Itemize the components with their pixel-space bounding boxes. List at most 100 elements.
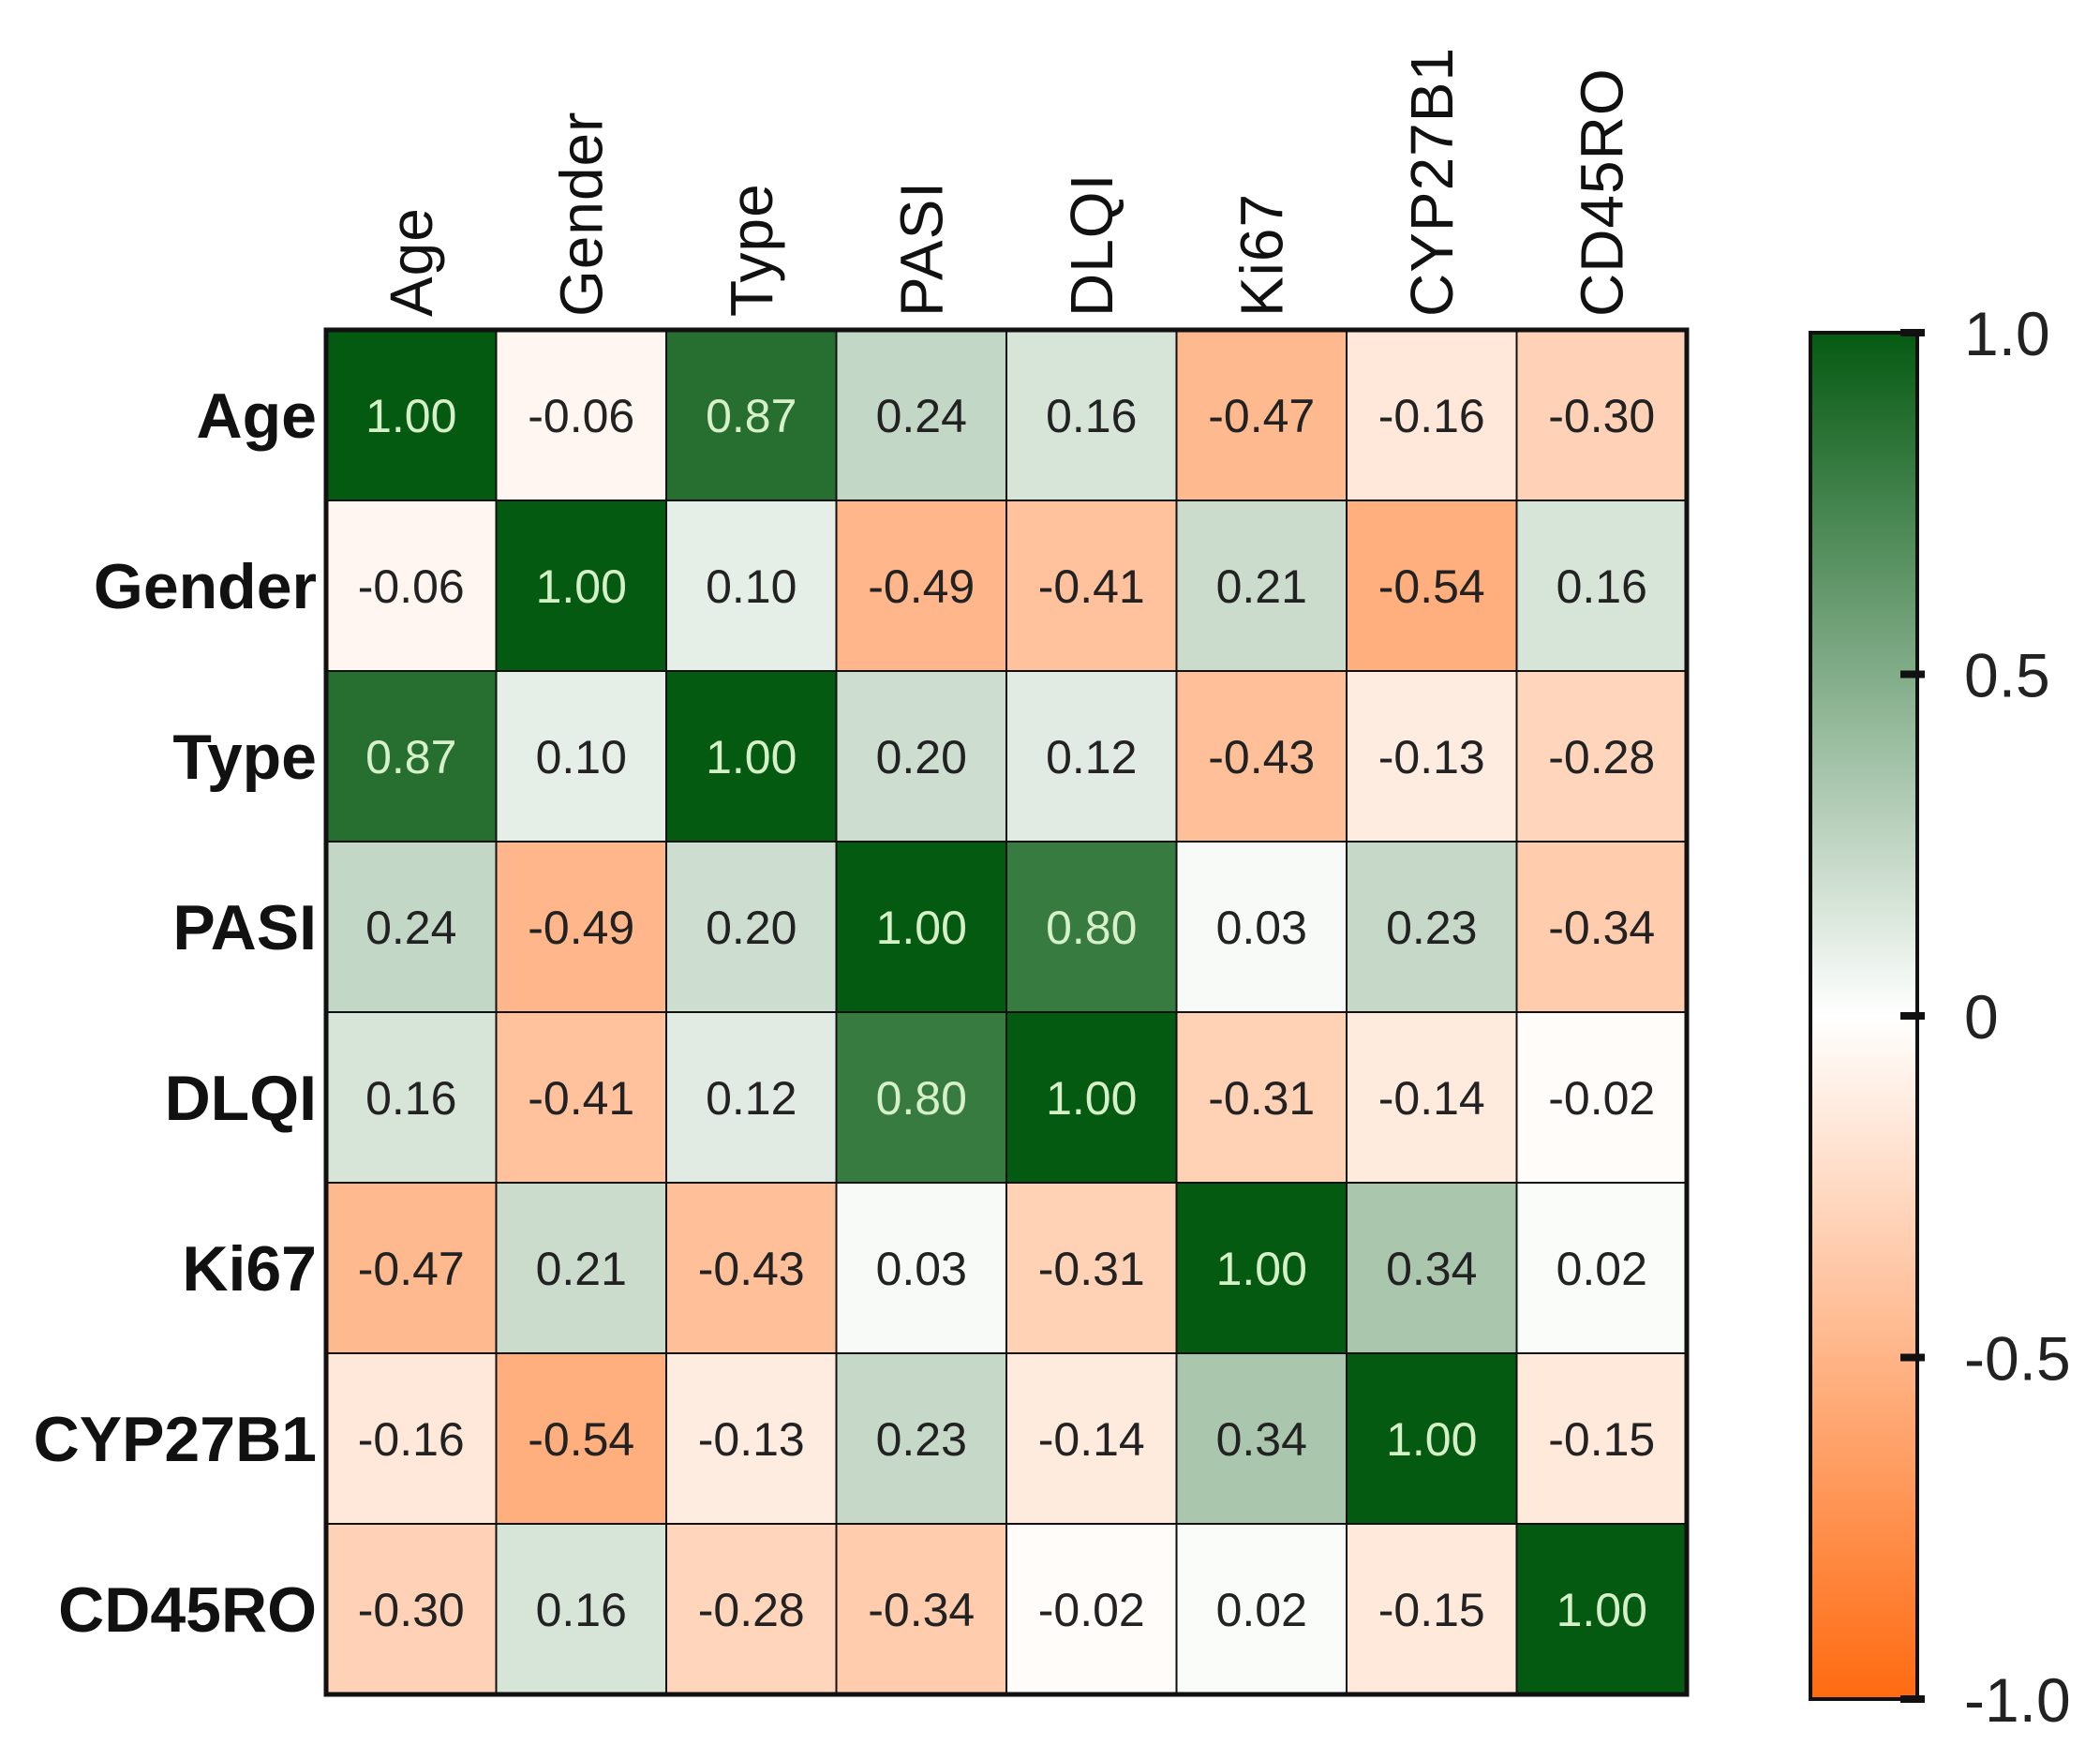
- cell-value-label: 0.10: [706, 560, 797, 613]
- cell-value-label: -0.06: [528, 390, 634, 442]
- cell-value-label: 0.21: [536, 1243, 627, 1295]
- row-label-pasi: PASI: [172, 892, 317, 963]
- cell-pasi-pasi: [835, 841, 1007, 1013]
- cell-value-label: -0.28: [698, 1584, 805, 1636]
- heatmap-cell: -0.30: [1515, 329, 1688, 501]
- cell-value-label: 1.00: [1046, 1072, 1137, 1125]
- cell-value-label: -0.47: [358, 1243, 465, 1295]
- cell-value-label: -0.15: [1378, 1584, 1485, 1636]
- cell-pasi-dlqi: [1005, 841, 1178, 1013]
- heatmap-cell: -0.41: [495, 1011, 667, 1184]
- cell-gender-cd45ro: [1515, 500, 1688, 672]
- heatmap-cell: 0.34: [1175, 1352, 1348, 1525]
- heatmap-cell: 0.23: [835, 1352, 1007, 1525]
- cell-value-label: 1.00: [365, 390, 456, 442]
- cell-value-label: 1.00: [536, 560, 627, 613]
- heatmap-cell: 0.24: [325, 841, 498, 1013]
- cell-cyp27b1-cd45ro: [1515, 1352, 1688, 1525]
- heatmap-cell: 0.12: [665, 1011, 838, 1184]
- cell-value-label: -0.54: [1378, 560, 1485, 613]
- cell-value-label: 0.16: [1556, 560, 1647, 613]
- cell-ki67-cd45ro: [1515, 1182, 1688, 1354]
- cell-value-label: 0.23: [876, 1413, 967, 1466]
- cell-value-label: 0.16: [365, 1072, 456, 1125]
- cell-value-label: -0.31: [1038, 1243, 1145, 1295]
- heatmap-cell: -0.34: [1515, 841, 1688, 1013]
- cell-type-pasi: [835, 670, 1007, 843]
- heatmap-cell: -0.31: [1175, 1011, 1348, 1184]
- cell-cyp27b1-cyp27b1: [1346, 1352, 1518, 1525]
- heatmap-cell: -0.31: [1005, 1182, 1178, 1354]
- color-scale-tick-label: -0.5: [1964, 1324, 2071, 1394]
- heatmap-cell: 0.21: [495, 1182, 667, 1354]
- cell-age-dlqi: [1005, 329, 1178, 501]
- cell-value-label: 0.34: [1386, 1243, 1477, 1295]
- cell-value-label: -0.14: [1378, 1072, 1485, 1125]
- cell-gender-gender: [495, 500, 667, 672]
- heatmap-cell: -0.28: [1515, 670, 1688, 843]
- cell-age-gender: [495, 329, 667, 501]
- heatmap-cell: 1.00: [325, 329, 498, 501]
- cell-gender-dlqi: [1005, 500, 1178, 672]
- cell-value-label: -0.16: [358, 1413, 465, 1466]
- cell-value-label: 0.80: [876, 1072, 967, 1125]
- heatmap-cells: 1.00 -0.06 0.87 0.24 0.16 -0.47 -0.16 -0.30 -0.0…: [325, 329, 1688, 1695]
- heatmap-cell: -0.13: [1346, 670, 1518, 843]
- cell-value-label: -0.47: [1208, 390, 1315, 442]
- heatmap-cell: 0.03: [835, 1182, 1007, 1354]
- cell-value-label: -0.13: [698, 1413, 805, 1466]
- column-labels: Age Gender Type PASI DLQI Ki67 CYP27B1 CD45RO: [378, 47, 1636, 317]
- cell-value-label: 0.87: [365, 731, 456, 783]
- cell-cd45ro-type: [665, 1523, 838, 1695]
- cell-dlqi-dlqi: [1005, 1011, 1178, 1184]
- cell-type-ki67: [1175, 670, 1348, 843]
- cell-type-type: [665, 670, 838, 843]
- heatmap-cell: -0.15: [1515, 1352, 1688, 1525]
- cell-value-label: -0.41: [1038, 560, 1145, 613]
- column-label-dlqi: DLQI: [1058, 173, 1125, 317]
- row-label-cyp27b1: CYP27B1: [34, 1404, 317, 1475]
- heatmap-frame: [323, 327, 1690, 1697]
- column-label-type: Type: [718, 183, 785, 317]
- cell-pasi-cyp27b1: [1346, 841, 1518, 1013]
- cell-type-cyp27b1: [1346, 670, 1518, 843]
- column-label-ki67: Ki67: [1228, 193, 1295, 317]
- heatmap-cell: -0.43: [665, 1182, 838, 1354]
- heatmap-cell: 0.20: [665, 841, 838, 1013]
- heatmap-cell: 0.02: [1515, 1182, 1688, 1354]
- heatmap-cell: 1.00: [665, 670, 838, 843]
- color-scale-tick-label: -1.0: [1964, 1665, 2071, 1735]
- row-label-age: Age: [197, 380, 317, 452]
- cell-ki67-gender: [495, 1182, 667, 1354]
- cell-cyp27b1-dlqi: [1005, 1352, 1178, 1525]
- heatmap-cell: -0.47: [325, 1182, 498, 1354]
- cell-value-label: 0.34: [1216, 1413, 1307, 1466]
- column-label-age: Age: [378, 207, 445, 317]
- cell-cyp27b1-type: [665, 1352, 838, 1525]
- cell-cd45ro-cd45ro: [1515, 1523, 1688, 1695]
- cell-value-label: -0.06: [358, 560, 465, 613]
- cell-value-label: -0.30: [358, 1584, 465, 1636]
- heatmap-cell: 0.21: [1175, 500, 1348, 672]
- color-scale-bar: [1809, 331, 1919, 1701]
- cell-value-label: 0.16: [536, 1584, 627, 1636]
- cell-age-pasi: [835, 329, 1007, 501]
- heatmap-cell: 0.34: [1346, 1182, 1518, 1354]
- heatmap-cell: -0.02: [1515, 1011, 1688, 1184]
- cell-pasi-age: [325, 841, 498, 1013]
- heatmap-cell: -0.54: [495, 1352, 667, 1525]
- row-label-dlqi: DLQI: [165, 1063, 317, 1134]
- cell-value-label: -0.16: [1378, 390, 1485, 442]
- cell-value-label: 0.24: [876, 390, 967, 442]
- cell-gender-pasi: [835, 500, 1007, 672]
- cell-value-label: 1.00: [706, 731, 797, 783]
- heatmap-cell: -0.15: [1346, 1523, 1518, 1695]
- heatmap-cell: 0.87: [665, 329, 838, 501]
- heatmap-cell: 1.00: [1175, 1182, 1348, 1354]
- heatmap-cell: 1.00: [1346, 1352, 1518, 1525]
- heatmap-cell: 0.16: [1515, 500, 1688, 672]
- cell-age-cd45ro: [1515, 329, 1688, 501]
- row-label-ki67: Ki67: [182, 1233, 317, 1305]
- cell-value-label: 0.02: [1216, 1584, 1307, 1636]
